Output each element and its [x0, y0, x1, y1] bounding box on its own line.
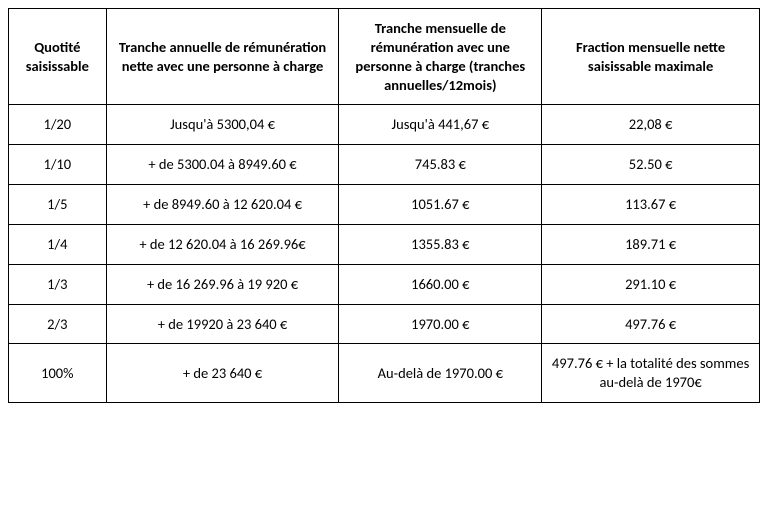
cell-fraction: 22,08 €	[542, 105, 760, 145]
cell-tranche-annuelle: + de 5300.04 à 8949.60 €	[106, 145, 339, 185]
cell-tranche-annuelle: + de 12 620.04 à 16 269.96€	[106, 224, 339, 264]
garnishment-table: Quotité saisissable Tranche annuelle de …	[8, 8, 760, 403]
table-row: 1/5 + de 8949.60 à 12 620.04 € 1051.67 €…	[9, 185, 760, 225]
cell-quotite: 100%	[9, 344, 107, 403]
col-header-tranche-annuelle: Tranche annuelle de rémunération nette a…	[106, 9, 339, 105]
cell-fraction: 497.76 € + la totalité des sommes au-del…	[542, 344, 760, 403]
cell-fraction: 497.76 €	[542, 304, 760, 344]
cell-tranche-annuelle: + de 8949.60 à 12 620.04 €	[106, 185, 339, 225]
cell-quotite: 1/5	[9, 185, 107, 225]
cell-tranche-annuelle: + de 23 640 €	[106, 344, 339, 403]
table-row: 1/3 + de 16 269.96 à 19 920 € 1660.00 € …	[9, 264, 760, 304]
table-row: 1/20 Jusqu'à 5300,04 € Jusqu'à 441,67 € …	[9, 105, 760, 145]
cell-tranche-mensuelle: 1660.00 €	[339, 264, 542, 304]
table-row: 1/4 + de 12 620.04 à 16 269.96€ 1355.83 …	[9, 224, 760, 264]
table-row: 1/10 + de 5300.04 à 8949.60 € 745.83 € 5…	[9, 145, 760, 185]
cell-quotite: 1/20	[9, 105, 107, 145]
table-body: 1/20 Jusqu'à 5300,04 € Jusqu'à 441,67 € …	[9, 105, 760, 403]
cell-tranche-mensuelle: 745.83 €	[339, 145, 542, 185]
cell-fraction: 189.71 €	[542, 224, 760, 264]
cell-tranche-mensuelle: Au-delà de 1970.00 €	[339, 344, 542, 403]
col-header-fraction: Fraction mensuelle nette saisissable max…	[542, 9, 760, 105]
cell-fraction: 291.10 €	[542, 264, 760, 304]
col-header-quotite: Quotité saisissable	[9, 9, 107, 105]
cell-tranche-mensuelle: 1051.67 €	[339, 185, 542, 225]
cell-tranche-annuelle: + de 19920 à 23 640 €	[106, 304, 339, 344]
table-header: Quotité saisissable Tranche annuelle de …	[9, 9, 760, 105]
cell-quotite: 1/3	[9, 264, 107, 304]
cell-tranche-mensuelle: Jusqu'à 441,67 €	[339, 105, 542, 145]
cell-tranche-mensuelle: 1355.83 €	[339, 224, 542, 264]
cell-quotite: 2/3	[9, 304, 107, 344]
cell-quotite: 1/4	[9, 224, 107, 264]
cell-tranche-mensuelle: 1970.00 €	[339, 304, 542, 344]
table-header-row: Quotité saisissable Tranche annuelle de …	[9, 9, 760, 105]
col-header-tranche-mensuelle: Tranche mensuelle de rémunération avec u…	[339, 9, 542, 105]
cell-fraction: 52.50 €	[542, 145, 760, 185]
cell-quotite: 1/10	[9, 145, 107, 185]
cell-fraction: 113.67 €	[542, 185, 760, 225]
table-row: 100% + de 23 640 € Au-delà de 1970.00 € …	[9, 344, 760, 403]
table-row: 2/3 + de 19920 à 23 640 € 1970.00 € 497.…	[9, 304, 760, 344]
cell-tranche-annuelle: + de 16 269.96 à 19 920 €	[106, 264, 339, 304]
cell-tranche-annuelle: Jusqu'à 5300,04 €	[106, 105, 339, 145]
